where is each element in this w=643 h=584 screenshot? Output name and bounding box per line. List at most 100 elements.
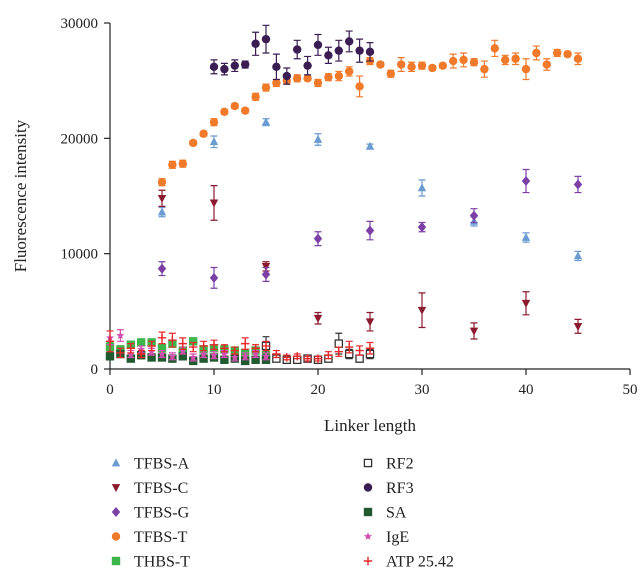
legend-label: TFBS-A (134, 456, 190, 473)
data-point (178, 339, 187, 348)
data-point (241, 339, 250, 348)
data-point (365, 225, 375, 236)
data-point (490, 44, 499, 53)
data-point (189, 337, 198, 346)
data-point (501, 55, 510, 65)
data-point (251, 349, 260, 358)
data-point (542, 60, 551, 69)
data-point (189, 138, 198, 148)
legend-marker (364, 532, 372, 540)
data-point (355, 354, 364, 363)
data-point (511, 54, 520, 63)
data-point (532, 48, 541, 58)
data-point (521, 299, 531, 308)
legend-marker (363, 458, 373, 468)
x-tick-label: 0 (106, 382, 114, 398)
legend-label: IgE (386, 529, 409, 546)
data-point (209, 137, 219, 146)
data-point (261, 341, 271, 351)
data-point (157, 263, 167, 274)
data-point (241, 352, 250, 360)
data-point (199, 354, 208, 363)
data-point (261, 117, 271, 126)
data-point (189, 353, 198, 361)
data-point (573, 179, 583, 190)
legend-marker (363, 507, 373, 517)
legend-label: RF3 (386, 480, 414, 497)
data-point (230, 101, 239, 111)
data-point (365, 141, 375, 150)
data-point (553, 48, 562, 58)
data-point (147, 341, 156, 351)
data-point (313, 78, 323, 88)
data-point (313, 40, 323, 50)
data-point (272, 78, 281, 88)
data-point (459, 55, 468, 65)
data-point (241, 60, 250, 69)
data-point (251, 39, 260, 48)
data-point (293, 352, 302, 361)
data-point (449, 56, 458, 66)
y-tick-label: 10000 (61, 247, 99, 263)
data-point (397, 60, 406, 69)
data-point (417, 61, 427, 70)
x-tick-label: 50 (623, 382, 638, 398)
data-point (220, 64, 229, 74)
data-point (563, 49, 572, 59)
data-point (126, 354, 135, 363)
data-point (199, 129, 208, 138)
data-point (313, 134, 323, 143)
data-point (158, 349, 166, 358)
data-point (209, 272, 219, 283)
x-tick-label: 10 (207, 382, 222, 398)
legend-label: TFBS-C (134, 480, 188, 497)
series-tfbs-g (157, 168, 583, 289)
data-point (303, 354, 312, 363)
x-tick-label: 40 (519, 382, 534, 398)
data-point (230, 61, 239, 70)
legend-marker (111, 532, 121, 541)
data-point (428, 63, 437, 73)
data-point (469, 210, 479, 221)
data-point (220, 107, 229, 117)
legend-marker (363, 483, 373, 492)
legend-label: THBS-T (134, 554, 190, 571)
legend-label: ATP 25.42 (386, 554, 454, 571)
legend-item-tfbs-c: TFBS-C (111, 480, 188, 497)
y-tick-label: 20000 (61, 131, 99, 147)
data-point (168, 335, 177, 345)
y-tick-label: 30000 (61, 16, 99, 32)
data-point (417, 183, 427, 192)
plot-area (105, 24, 583, 366)
data-point (220, 344, 229, 353)
data-point (157, 344, 167, 353)
data-point (365, 344, 375, 353)
data-point (209, 117, 219, 127)
data-point (147, 353, 156, 362)
data-point (355, 46, 364, 55)
legend-item-tfbs-t: TFBS-T (111, 529, 188, 546)
data-point (521, 175, 531, 187)
legend-label: SA (386, 505, 407, 522)
data-point (365, 47, 375, 57)
legend-label: TFBS-T (134, 529, 188, 546)
legend-marker (111, 484, 121, 493)
data-point (209, 62, 219, 72)
legend-item-sa: SA (363, 505, 407, 522)
series-atp-25-42 (105, 330, 375, 363)
data-point (324, 51, 333, 60)
data-point (209, 340, 219, 349)
x-axis-title: Linker length (324, 416, 417, 435)
data-point (293, 74, 302, 83)
legend-item-atp-25-42: ATP 25.42 (363, 554, 454, 571)
y-tick-label: 0 (91, 362, 99, 378)
data-point (199, 341, 208, 351)
data-point (178, 159, 187, 168)
data-point (480, 64, 489, 74)
legend-item-tfbs-a: TFBS-A (111, 456, 190, 473)
data-point (116, 348, 125, 358)
data-point (157, 177, 167, 187)
data-point (261, 269, 271, 280)
